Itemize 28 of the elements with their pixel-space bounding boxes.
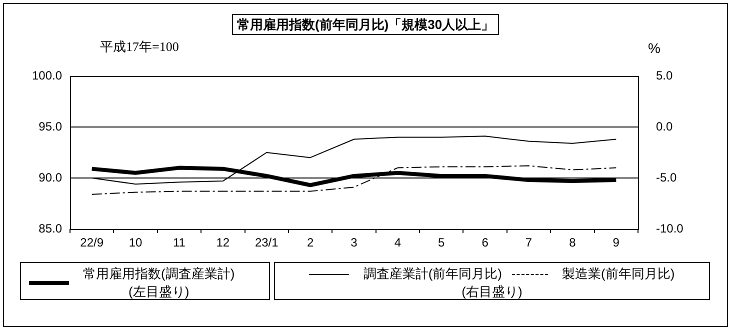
y2-tick-label: -5.0 (656, 170, 678, 184)
chart-title: 常用雇用指数(前年同月比)「規模30人以上」 (232, 14, 500, 35)
x-tick-label: 4 (394, 236, 402, 250)
legend-label: 調査産業計(前年同月比) (363, 265, 502, 283)
y-tick-label: 100.0 (32, 68, 62, 82)
y2-tick-label: 0.0 (656, 119, 674, 134)
x-tick-label: 3 (350, 236, 358, 250)
x-tick-label: 23/1 (254, 236, 279, 250)
x-tick-label: 5 (438, 236, 446, 250)
legend-label: 製造業(前年同月比) (562, 265, 675, 283)
x-tick-label: 7 (525, 236, 532, 250)
text: (右目盛り) (462, 283, 522, 301)
text: 平成17年=100 (100, 38, 179, 56)
x-tick-label: 11 (172, 236, 186, 250)
x-tick-label: 9 (612, 236, 620, 250)
y2-tick-label: -10.0 (656, 221, 684, 236)
x-tick-label: 12 (216, 236, 230, 250)
x-tick-label: 8 (569, 236, 576, 250)
x-tick-label: 22/9 (80, 236, 104, 250)
y-tick-label: 90.0 (38, 170, 62, 184)
y2-axis-title: % (648, 40, 660, 56)
x-tick-label: 6 (482, 236, 489, 250)
y2-tick-label: 5.0 (656, 68, 674, 82)
legend-label: 常用雇用指数(調査産業計) (左目盛り) (83, 265, 235, 301)
y-tick-label: 85.0 (38, 221, 62, 236)
x-tick-label: 10 (128, 236, 143, 250)
x-tick-label: 2 (306, 236, 314, 250)
y-tick-label: 95.0 (38, 119, 62, 134)
